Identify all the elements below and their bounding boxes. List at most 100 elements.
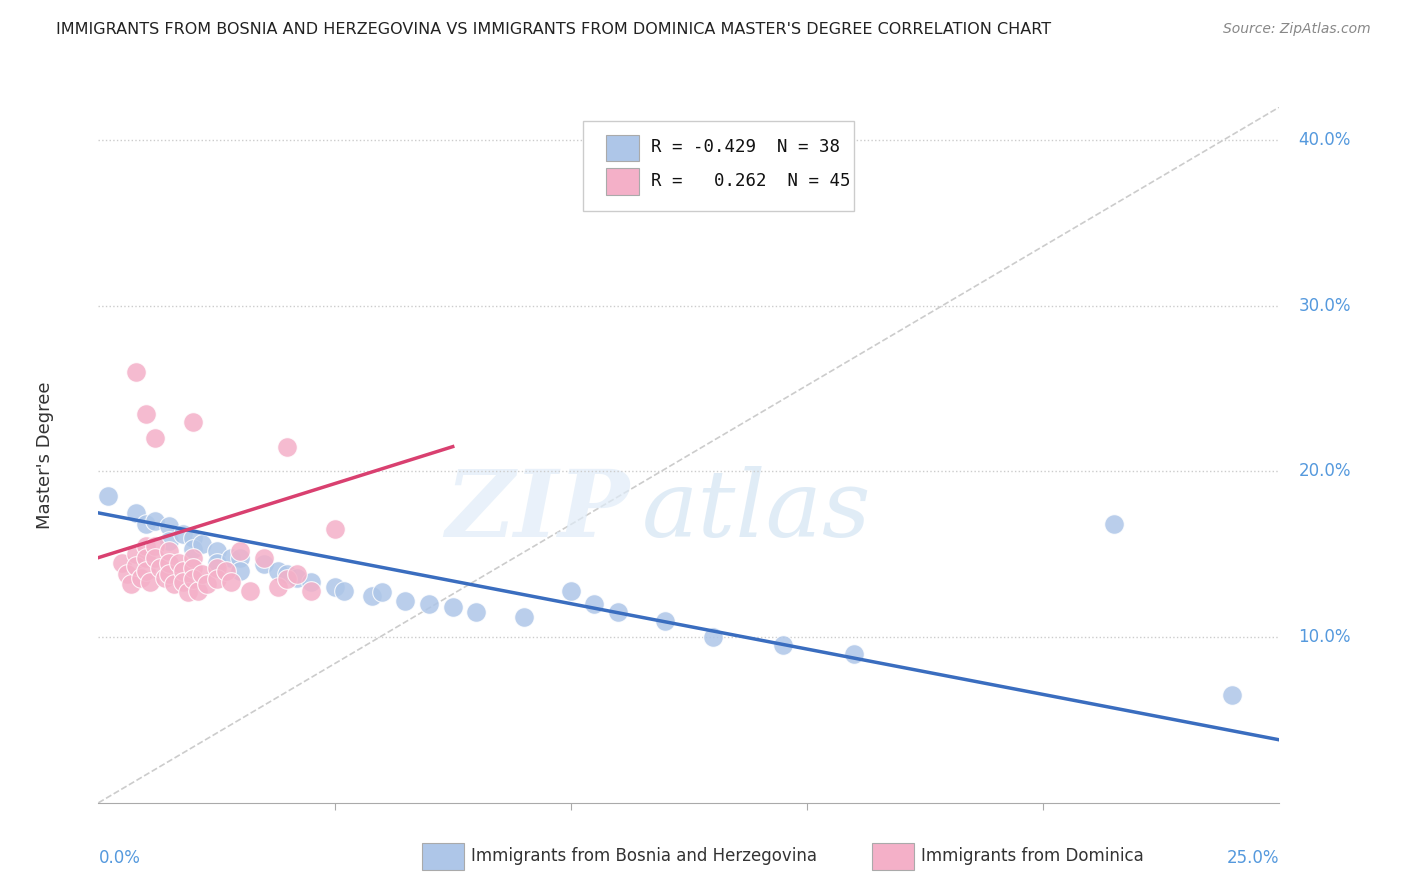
Point	[267, 581, 290, 595]
Point	[157, 519, 180, 533]
Point	[125, 365, 148, 379]
Point	[129, 570, 152, 584]
Point	[157, 556, 180, 570]
Point	[333, 583, 356, 598]
Point	[654, 614, 676, 628]
Point	[125, 558, 148, 573]
Point	[702, 630, 724, 644]
Text: IMMIGRANTS FROM BOSNIA AND HERZEGOVINA VS IMMIGRANTS FROM DOMINICA MASTER'S DEGR: IMMIGRANTS FROM BOSNIA AND HERZEGOVINA V…	[56, 22, 1052, 37]
Text: 0.0%: 0.0%	[98, 849, 141, 867]
Point	[560, 583, 582, 598]
Point	[205, 544, 228, 558]
Point	[323, 581, 346, 595]
Point	[135, 539, 157, 553]
Point	[205, 560, 228, 574]
Point	[177, 585, 200, 599]
Point	[253, 558, 276, 572]
Point	[181, 542, 204, 557]
Point	[149, 560, 172, 574]
Point	[121, 577, 143, 591]
Point	[181, 415, 204, 429]
Point	[219, 550, 242, 565]
Point	[157, 534, 180, 549]
Point	[299, 575, 322, 590]
Point	[135, 517, 157, 532]
Point	[607, 605, 630, 619]
Point	[139, 575, 162, 590]
Point	[276, 440, 298, 454]
Point	[219, 575, 242, 590]
Point	[135, 407, 157, 421]
Point	[172, 575, 194, 590]
Point	[143, 539, 166, 553]
Point	[167, 556, 190, 570]
FancyBboxPatch shape	[582, 121, 855, 211]
Point	[181, 531, 204, 545]
Point	[276, 567, 298, 582]
Point	[157, 567, 180, 582]
Point	[215, 564, 238, 578]
Text: R = -0.429  N = 38: R = -0.429 N = 38	[651, 138, 841, 156]
Text: 10.0%: 10.0%	[1298, 628, 1351, 646]
Point	[157, 544, 180, 558]
Point	[253, 550, 276, 565]
Point	[229, 564, 252, 578]
Point	[512, 610, 534, 624]
Point	[191, 567, 214, 582]
Point	[172, 564, 194, 578]
Point	[181, 560, 204, 574]
Point	[441, 600, 464, 615]
Point	[229, 544, 252, 558]
Point	[125, 506, 148, 520]
Point	[111, 556, 134, 570]
Point	[844, 647, 866, 661]
Text: 20.0%: 20.0%	[1298, 462, 1351, 481]
Point	[135, 550, 157, 565]
Point	[135, 564, 157, 578]
Text: ZIP: ZIP	[446, 466, 630, 556]
Point	[205, 556, 228, 570]
Point	[125, 547, 148, 561]
Point	[1102, 517, 1125, 532]
FancyBboxPatch shape	[606, 135, 640, 161]
Point	[191, 537, 214, 551]
Point	[323, 523, 346, 537]
Point	[205, 572, 228, 586]
Point	[143, 550, 166, 565]
Point	[172, 527, 194, 541]
Point	[181, 550, 204, 565]
Point	[187, 583, 209, 598]
Text: atlas: atlas	[641, 466, 872, 556]
Point	[394, 593, 416, 607]
Point	[772, 639, 794, 653]
Text: Source: ZipAtlas.com: Source: ZipAtlas.com	[1223, 22, 1371, 37]
Text: 30.0%: 30.0%	[1298, 297, 1351, 315]
Point	[229, 550, 252, 565]
Point	[239, 583, 262, 598]
Point	[153, 570, 176, 584]
Point	[115, 567, 138, 582]
Text: R =   0.262  N = 45: R = 0.262 N = 45	[651, 172, 851, 190]
Text: 40.0%: 40.0%	[1298, 131, 1351, 149]
Point	[97, 489, 120, 503]
Point	[276, 572, 298, 586]
Text: Immigrants from Dominica: Immigrants from Dominica	[921, 847, 1143, 865]
Text: 25.0%: 25.0%	[1227, 849, 1279, 867]
Point	[465, 605, 488, 619]
Point	[143, 514, 166, 528]
Point	[583, 597, 606, 611]
Point	[195, 577, 218, 591]
Point	[361, 589, 384, 603]
Point	[1220, 688, 1243, 702]
Point	[371, 585, 394, 599]
Text: Master's Degree: Master's Degree	[37, 381, 55, 529]
Point	[143, 431, 166, 445]
Point	[285, 570, 308, 584]
Point	[299, 583, 322, 598]
Point	[285, 567, 308, 582]
Point	[163, 577, 186, 591]
Point	[267, 564, 290, 578]
Point	[418, 597, 440, 611]
Point	[181, 572, 204, 586]
FancyBboxPatch shape	[606, 169, 640, 194]
